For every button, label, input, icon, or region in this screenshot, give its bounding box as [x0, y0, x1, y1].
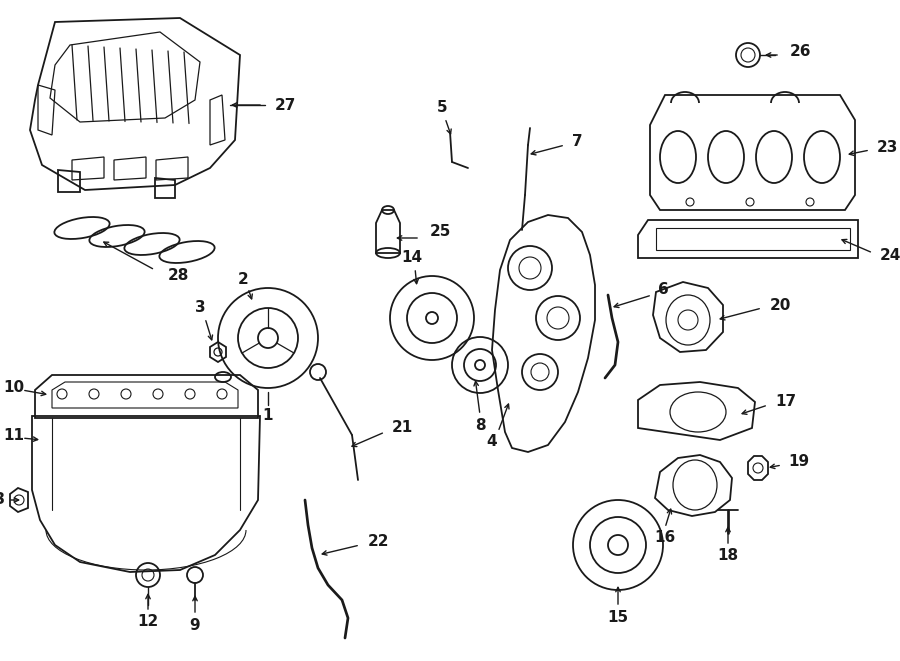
Text: 15: 15	[608, 609, 628, 625]
Text: 17: 17	[775, 395, 796, 410]
Text: 24: 24	[880, 249, 900, 264]
Text: 25: 25	[430, 225, 452, 239]
Text: 9: 9	[190, 617, 201, 633]
Text: 27: 27	[275, 98, 296, 112]
Text: 7: 7	[572, 134, 582, 149]
Text: 3: 3	[194, 301, 205, 315]
Text: 19: 19	[788, 455, 809, 469]
Text: 21: 21	[392, 420, 413, 436]
Text: 10: 10	[4, 381, 24, 395]
Text: 4: 4	[487, 434, 498, 449]
Text: 11: 11	[4, 428, 24, 444]
Text: 14: 14	[401, 251, 423, 266]
Text: 18: 18	[717, 549, 739, 563]
Text: 12: 12	[138, 615, 158, 629]
Text: 23: 23	[877, 139, 898, 155]
Text: 16: 16	[654, 531, 676, 545]
Text: 5: 5	[436, 100, 447, 116]
Text: 6: 6	[658, 282, 669, 297]
Text: 1: 1	[263, 407, 274, 422]
Text: 26: 26	[790, 44, 812, 59]
Text: 22: 22	[368, 535, 390, 549]
Text: 2: 2	[238, 272, 248, 288]
Text: 8: 8	[474, 418, 485, 432]
Text: 28: 28	[168, 268, 189, 282]
Text: 20: 20	[770, 297, 791, 313]
Text: 13: 13	[0, 492, 5, 508]
